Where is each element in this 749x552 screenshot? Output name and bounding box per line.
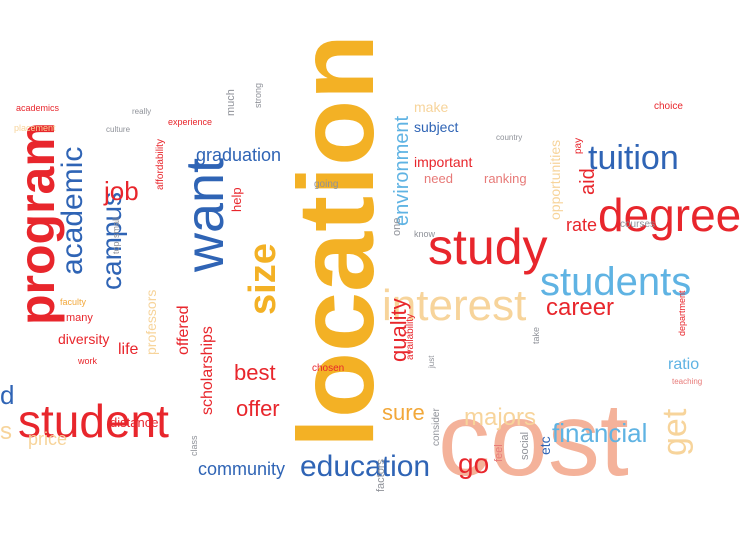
word-aid: aid	[577, 168, 599, 195]
word-get: get	[656, 408, 694, 456]
word-going: going	[314, 179, 339, 190]
word-location: location	[275, 33, 396, 448]
word-chosen: chosen	[312, 363, 345, 374]
word-small: small	[111, 216, 121, 238]
word-financial: financial	[552, 418, 648, 448]
word-ranking: ranking	[484, 171, 527, 186]
word-distance: distance	[110, 415, 159, 430]
word-ratio: ratio	[668, 356, 700, 373]
word-experience: experience	[168, 117, 213, 127]
word-pay: pay	[573, 137, 584, 154]
word-d: d	[0, 380, 15, 410]
word-community: community	[198, 459, 286, 479]
word-availability: availability	[405, 313, 416, 360]
word-important: important	[414, 154, 473, 170]
word-faculty: faculty	[60, 297, 87, 307]
word-culture: culture	[106, 125, 131, 134]
word-student: student	[18, 395, 169, 447]
word-offered: offered	[175, 305, 192, 355]
word-offer: offer	[236, 396, 280, 421]
word-help: help	[229, 187, 244, 212]
word-size: size	[242, 243, 284, 315]
word-courses: courses	[620, 219, 656, 230]
word-interest: interest	[382, 281, 527, 330]
word-social: social	[519, 431, 531, 460]
word-consider: consider	[431, 408, 442, 446]
word-life: life	[118, 341, 139, 358]
word-feel: feel	[493, 444, 505, 462]
word-take: take	[531, 326, 541, 344]
word-strong: strong	[253, 82, 263, 108]
word-price: price	[28, 429, 68, 449]
word-academics: academics	[16, 103, 60, 113]
word-just: just	[427, 355, 436, 368]
word-best: best	[234, 360, 276, 385]
word-much: much	[225, 89, 237, 116]
word-want: want	[175, 157, 235, 272]
word-etc: etc	[537, 436, 553, 455]
word-teaching: teaching	[672, 377, 703, 386]
word-many: many	[66, 312, 93, 324]
word-academic: academic	[56, 146, 89, 275]
word-factors: factors	[375, 458, 387, 492]
word-go: go	[458, 448, 490, 479]
word-need: need	[424, 171, 453, 186]
word-work: work	[78, 356, 98, 366]
word-country: country	[496, 133, 523, 142]
word-know: know	[414, 229, 436, 239]
word-education: education	[300, 450, 431, 483]
word-diversity: diversity	[58, 331, 110, 347]
word-make: make	[414, 99, 449, 115]
word-study: study	[428, 219, 548, 275]
word-subject: subject	[414, 119, 459, 135]
word-tuition: tuition	[588, 139, 679, 177]
word-students: students	[540, 260, 692, 304]
word-job: job	[104, 176, 139, 206]
word-choice: choice	[654, 101, 683, 112]
word-scholarships: scholarships	[199, 326, 216, 415]
word-program: program	[9, 122, 65, 325]
word-sure: sure	[382, 400, 425, 425]
word-career: career	[546, 294, 615, 321]
word-class: class	[189, 435, 199, 456]
word-cost: cost	[438, 382, 629, 498]
word-affordability: affordability	[155, 139, 166, 190]
word-department: department	[677, 290, 687, 336]
word-majors: majors	[464, 404, 537, 431]
word-one: one	[391, 217, 403, 236]
word-environment: environment	[391, 115, 413, 226]
word-top: top	[111, 241, 121, 254]
word-s: s	[0, 418, 12, 445]
word-professors: professors	[143, 289, 159, 355]
word-placement: placement	[14, 123, 56, 133]
word-rate: rate	[566, 215, 598, 235]
word-opportunities: opportunities	[547, 139, 563, 220]
word-really: really	[132, 107, 152, 116]
word-degree: degree	[598, 189, 742, 241]
word-graduation: graduation	[196, 145, 282, 165]
